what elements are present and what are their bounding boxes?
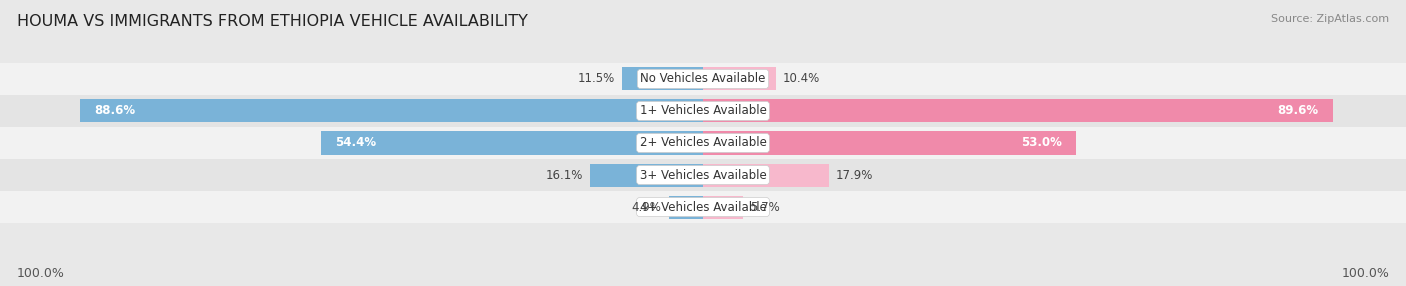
- Bar: [703, 196, 744, 219]
- Text: 4.9%: 4.9%: [631, 200, 662, 214]
- Bar: [703, 100, 1333, 122]
- Legend: Houma, Immigrants from Ethiopia: Houma, Immigrants from Ethiopia: [565, 284, 841, 286]
- Bar: [703, 67, 776, 90]
- Text: No Vehicles Available: No Vehicles Available: [640, 72, 766, 86]
- Text: 3+ Vehicles Available: 3+ Vehicles Available: [640, 168, 766, 182]
- Text: 54.4%: 54.4%: [335, 136, 375, 150]
- Bar: [669, 196, 703, 219]
- Bar: [0, 63, 1406, 95]
- Bar: [0, 95, 1406, 127]
- Text: 17.9%: 17.9%: [835, 168, 873, 182]
- Bar: [321, 132, 703, 154]
- Text: 100.0%: 100.0%: [17, 267, 65, 280]
- Text: 11.5%: 11.5%: [578, 72, 616, 86]
- Bar: [703, 164, 830, 186]
- Bar: [80, 100, 703, 122]
- Bar: [0, 191, 1406, 223]
- Text: 5.7%: 5.7%: [751, 200, 780, 214]
- Text: 53.0%: 53.0%: [1021, 136, 1062, 150]
- Bar: [703, 132, 1076, 154]
- Text: 1+ Vehicles Available: 1+ Vehicles Available: [640, 104, 766, 118]
- Text: 88.6%: 88.6%: [94, 104, 135, 118]
- Text: Source: ZipAtlas.com: Source: ZipAtlas.com: [1271, 14, 1389, 24]
- Text: 4+ Vehicles Available: 4+ Vehicles Available: [640, 200, 766, 214]
- Text: 100.0%: 100.0%: [1341, 267, 1389, 280]
- Text: 89.6%: 89.6%: [1278, 104, 1319, 118]
- Text: 16.1%: 16.1%: [546, 168, 583, 182]
- Text: HOUMA VS IMMIGRANTS FROM ETHIOPIA VEHICLE AVAILABILITY: HOUMA VS IMMIGRANTS FROM ETHIOPIA VEHICL…: [17, 14, 527, 29]
- Bar: [0, 159, 1406, 191]
- Text: 2+ Vehicles Available: 2+ Vehicles Available: [640, 136, 766, 150]
- Text: 10.4%: 10.4%: [783, 72, 820, 86]
- Bar: [621, 67, 703, 90]
- Bar: [591, 164, 703, 186]
- Bar: [0, 127, 1406, 159]
